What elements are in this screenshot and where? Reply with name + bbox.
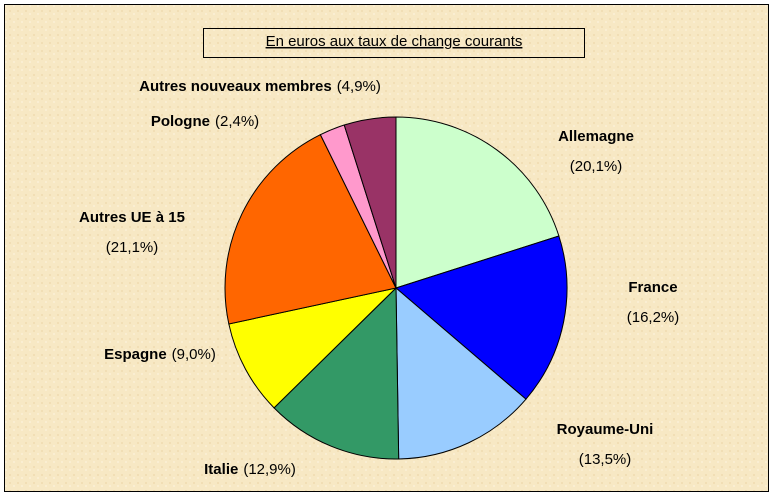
value-label: (20,1%) — [570, 158, 623, 175]
slice-label: Pologne (2,4%) — [151, 113, 259, 130]
pie-slice — [343, 116, 397, 289]
category-label: Royaume-Uni — [557, 421, 654, 438]
category-label: Pologne — [151, 113, 210, 130]
value-label: (2,4%) — [215, 113, 259, 130]
category-label: Espagne — [104, 346, 167, 363]
value-label: (12,9%) — [243, 461, 296, 478]
category-label: Autres UE à 15 — [79, 209, 185, 226]
value-label: (16,2%) — [627, 309, 680, 326]
value-label: (13,5%) — [579, 451, 632, 468]
pie-slice — [394, 235, 568, 400]
category-label: Allemagne — [558, 128, 634, 145]
pie-slice — [273, 286, 400, 460]
category-label: Italie — [204, 461, 238, 478]
slice-label: Espagne (9,0%) — [104, 346, 216, 363]
value-label: (9,0%) — [172, 346, 216, 363]
slice-label: Autres nouveaux membres (4,9%) — [139, 78, 381, 95]
value-label: (4,9%) — [337, 78, 381, 95]
category-label: Autres nouveaux membres — [139, 78, 332, 95]
chart-title: En euros aux taux de change courants — [266, 33, 523, 50]
pie-slice — [224, 133, 397, 325]
value-label: (21,1%) — [106, 239, 159, 256]
title-box — [203, 28, 585, 58]
slice-label: Italie (12,9%) — [204, 461, 296, 478]
category-label: France — [628, 279, 677, 296]
pie-slice — [395, 286, 527, 460]
pie-slice — [395, 116, 560, 289]
pie-slice — [228, 287, 398, 409]
